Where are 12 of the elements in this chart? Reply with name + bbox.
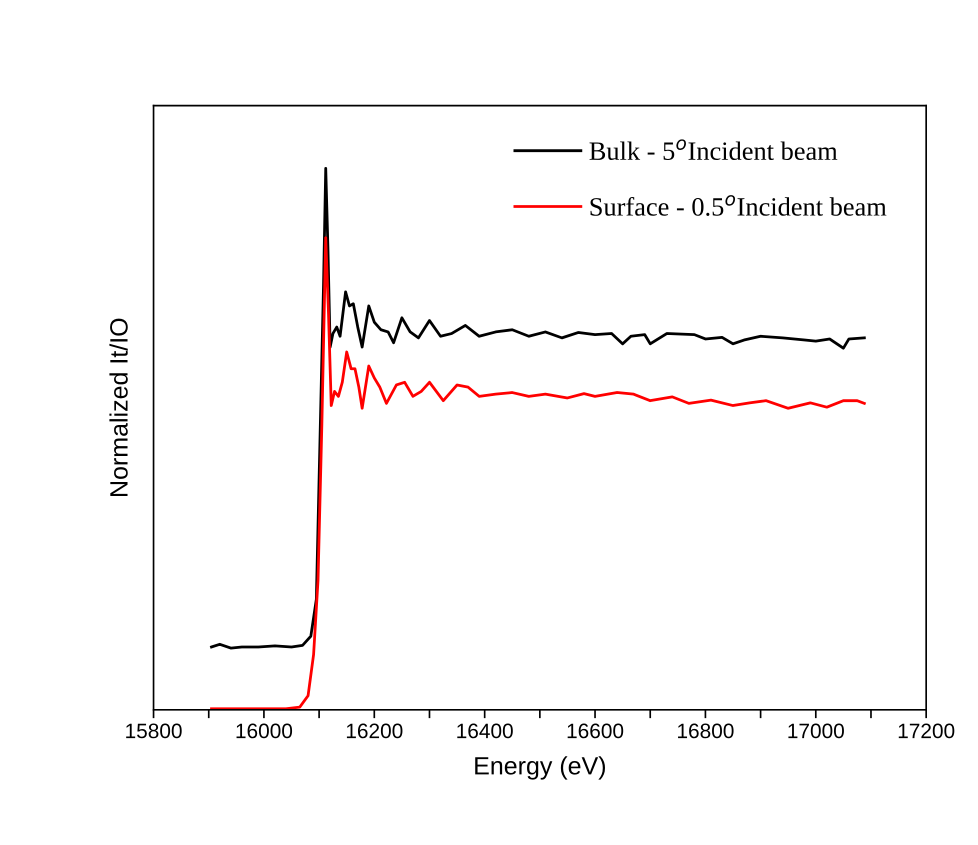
x-tick-label: 16800 xyxy=(678,724,734,738)
x-tick-label: 17200 xyxy=(898,724,954,738)
legend-label: Bulk - 5$^{o}$Incident beam xyxy=(590,139,838,160)
x-tick-label: 16000 xyxy=(236,724,292,738)
x-tick-label: 15800 xyxy=(126,724,182,738)
x-axis-title: Energy (eV) xyxy=(475,756,605,780)
x-tick-label: 16400 xyxy=(457,724,513,738)
legend-label: Surface - 0.5$^{o}$Incident beam xyxy=(590,195,886,216)
y-axis-title: Normalized It/IO xyxy=(109,318,128,496)
x-tick-label: 16200 xyxy=(346,724,402,738)
x-tick-label: 17000 xyxy=(788,724,844,738)
x-tick-label: 16600 xyxy=(568,724,624,738)
